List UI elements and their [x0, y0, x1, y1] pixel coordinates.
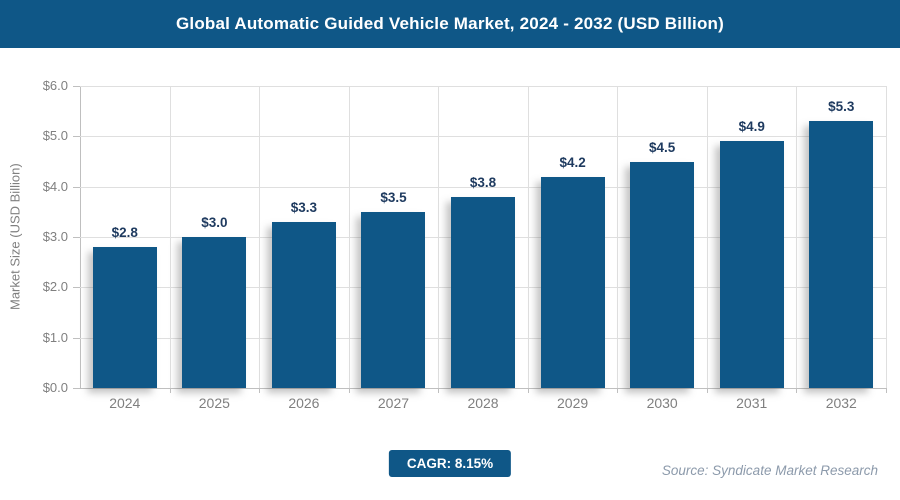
bar-value-label: $3.5 [380, 189, 407, 205]
vertical-gridline [348, 86, 350, 388]
x-tick-mark [169, 388, 171, 393]
bar-value-label: $3.3 [290, 199, 318, 215]
vertical-gridline [259, 86, 261, 388]
x-tick-label: 2026 [288, 395, 320, 411]
x-tick-mark [527, 388, 529, 393]
vertical-gridline [886, 86, 887, 388]
y-tick-label: $3.0 [42, 229, 68, 244]
bar-2028 [451, 196, 516, 388]
bar-2025 [182, 237, 247, 388]
x-tick-label: 2024 [109, 395, 141, 411]
bar-columns: $2.8 $3.0 $3.3 $3.5 $3.8 $4.2 $4.5 $4.9 $5.3 [80, 86, 886, 388]
bar-value-label: $5.3 [828, 99, 855, 115]
horizontal-gridline [80, 136, 886, 138]
horizontal-gridline [80, 186, 886, 188]
chart-header: Global Automatic Guided Vehicle Market, … [0, 0, 900, 48]
bar-column: $3.3 [259, 86, 349, 388]
x-tick-label: 2025 [198, 395, 230, 411]
bar-2024 [92, 247, 157, 388]
y-tick-label: $2.0 [42, 279, 68, 295]
plot-area: $2.8 $3.0 $3.3 $3.5 $3.8 $4.2 $4.5 $4.9 $5.3 [80, 86, 887, 389]
y-tick-label: $0.0 [42, 380, 68, 395]
chart-title: Global Automatic Guided Vehicle Market, … [175, 14, 724, 33]
x-tick-label: 2030 [646, 395, 678, 411]
x-tick-mark [886, 388, 887, 393]
vertical-gridline [169, 86, 171, 388]
bar-column: $4.5 [617, 86, 707, 388]
bar-value-label: $2.8 [111, 225, 138, 241]
vertical-gridline [438, 86, 440, 388]
y-tick-label: $6.0 [42, 78, 68, 93]
bar-column: $3.8 [438, 86, 528, 388]
vertical-gridline [796, 86, 798, 388]
y-tick-mark [73, 136, 80, 138]
x-axis-baseline [80, 388, 886, 389]
bar-value-label: $4.5 [649, 139, 676, 155]
y-tick-label: $5.0 [42, 128, 68, 144]
y-tick-mark [73, 287, 80, 289]
x-tick-mark [796, 388, 798, 393]
bar-2032 [809, 121, 874, 388]
x-tick-label: 2031 [736, 395, 768, 411]
cagr-badge: CAGR: 8.15% [388, 450, 512, 477]
y-tick-mark [73, 337, 80, 339]
bar-value-label: $3.8 [469, 174, 497, 190]
source-note: Source: Syndicate Market Research [661, 463, 878, 478]
x-tick-mark [617, 388, 619, 393]
x-axis-labels: 2024 2025 2026 2027 2028 2029 2030 2031 2032 [80, 395, 886, 411]
x-tick-label: 2028 [467, 395, 499, 411]
vertical-gridline [527, 86, 529, 388]
horizontal-gridline [80, 86, 886, 87]
vertical-gridline [617, 86, 619, 388]
bar-column: $5.3 [797, 86, 887, 388]
y-tick-label: $1.0 [42, 329, 68, 345]
y-tick-mark [73, 237, 80, 238]
bar-value-label: $3.0 [201, 215, 228, 230]
x-tick-mark [259, 388, 261, 393]
bar-2029 [540, 176, 605, 388]
x-tick-label: 2032 [825, 395, 857, 411]
y-tick-label: $4.0 [42, 178, 68, 194]
x-tick-label: 2029 [557, 395, 589, 411]
x-tick-mark [348, 388, 350, 393]
bar-column: $2.8 [80, 86, 170, 388]
bar-2030 [630, 161, 695, 388]
y-tick-mark [73, 86, 80, 87]
bar-value-label: $4.9 [738, 119, 765, 135]
y-tick-mark [73, 388, 80, 389]
x-tick-label: 2027 [377, 395, 410, 411]
x-tick-mark [706, 388, 708, 393]
bar-2031 [719, 141, 784, 388]
x-tick-mark [438, 388, 440, 393]
bar-2026 [271, 221, 336, 388]
bar-column: $4.2 [528, 86, 618, 388]
y-tick-mark [73, 186, 80, 188]
bar-2027 [361, 211, 426, 388]
bar-column: $3.5 [349, 86, 439, 388]
vertical-gridline [706, 86, 708, 388]
bar-column: $4.9 [707, 86, 797, 388]
bar-value-label: $4.2 [559, 154, 586, 170]
bar-column: $3.0 [170, 86, 260, 388]
